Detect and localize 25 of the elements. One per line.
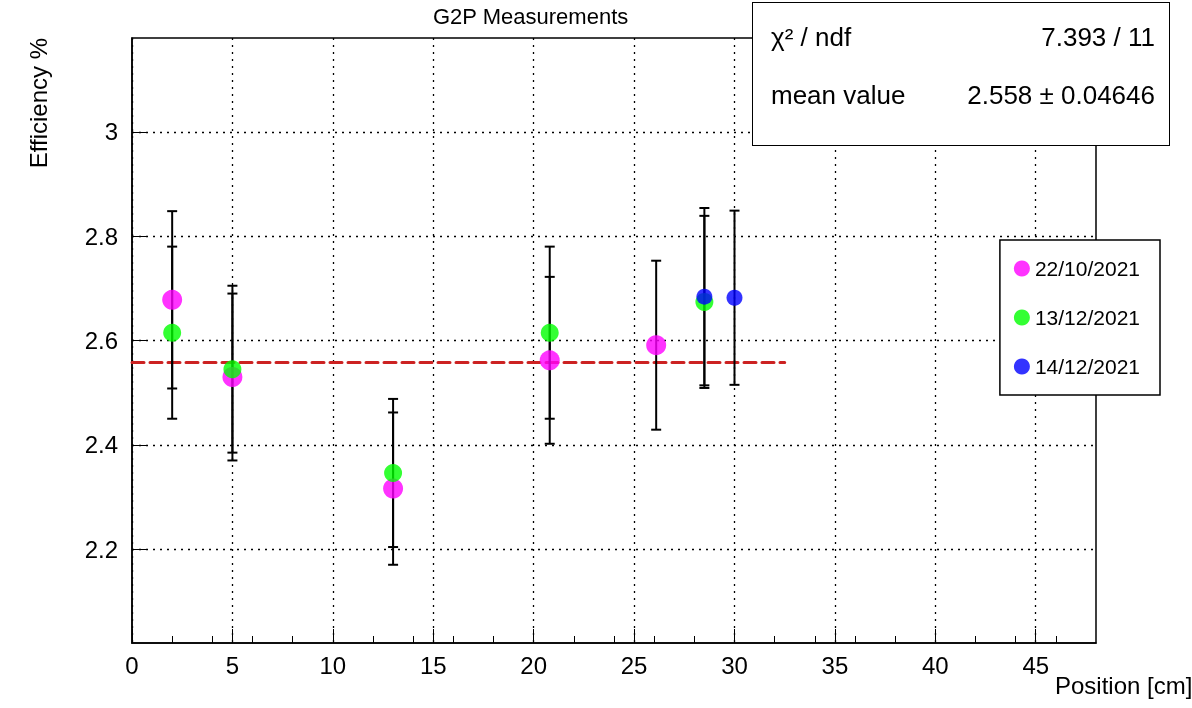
y-tick-label: 2.6 xyxy=(84,327,118,354)
y-tick-label: 2.2 xyxy=(84,535,118,563)
x-tick-label: 15 xyxy=(419,651,447,679)
x-tick-label: 45 xyxy=(1022,651,1050,679)
x-tick-label: 5 xyxy=(225,651,240,679)
x-tick-label: 25 xyxy=(620,651,648,679)
chart-title: G2P Measurements xyxy=(433,3,629,29)
y-tick-label: 3 xyxy=(104,118,118,146)
x-axis-title: Position [cm] xyxy=(1054,671,1192,699)
annotation: 7.393 / 11 xyxy=(1041,21,1155,53)
x-tick-label: 30 xyxy=(721,651,748,679)
annotation: 2.558 ± 0.04646 xyxy=(967,79,1155,111)
y-axis-title: Efficiency % xyxy=(24,38,52,169)
y-tick-label: 2.4 xyxy=(84,431,118,459)
x-tick-label: 0 xyxy=(125,651,139,679)
x-tick-label: 35 xyxy=(821,651,849,679)
x-tick-label: 20 xyxy=(520,651,548,679)
legend-label: 14/12/2021 xyxy=(1034,355,1141,378)
annotation: mean value xyxy=(771,79,906,111)
x-tick-label: 40 xyxy=(921,651,949,679)
legend-label: 22/10/2021 xyxy=(1034,257,1141,280)
annotation: χ² / ndf xyxy=(771,21,852,53)
y-tick-label: 2.8 xyxy=(84,222,118,250)
x-tick-label: 10 xyxy=(319,651,347,679)
legend-label: 13/12/2021 xyxy=(1034,306,1141,329)
